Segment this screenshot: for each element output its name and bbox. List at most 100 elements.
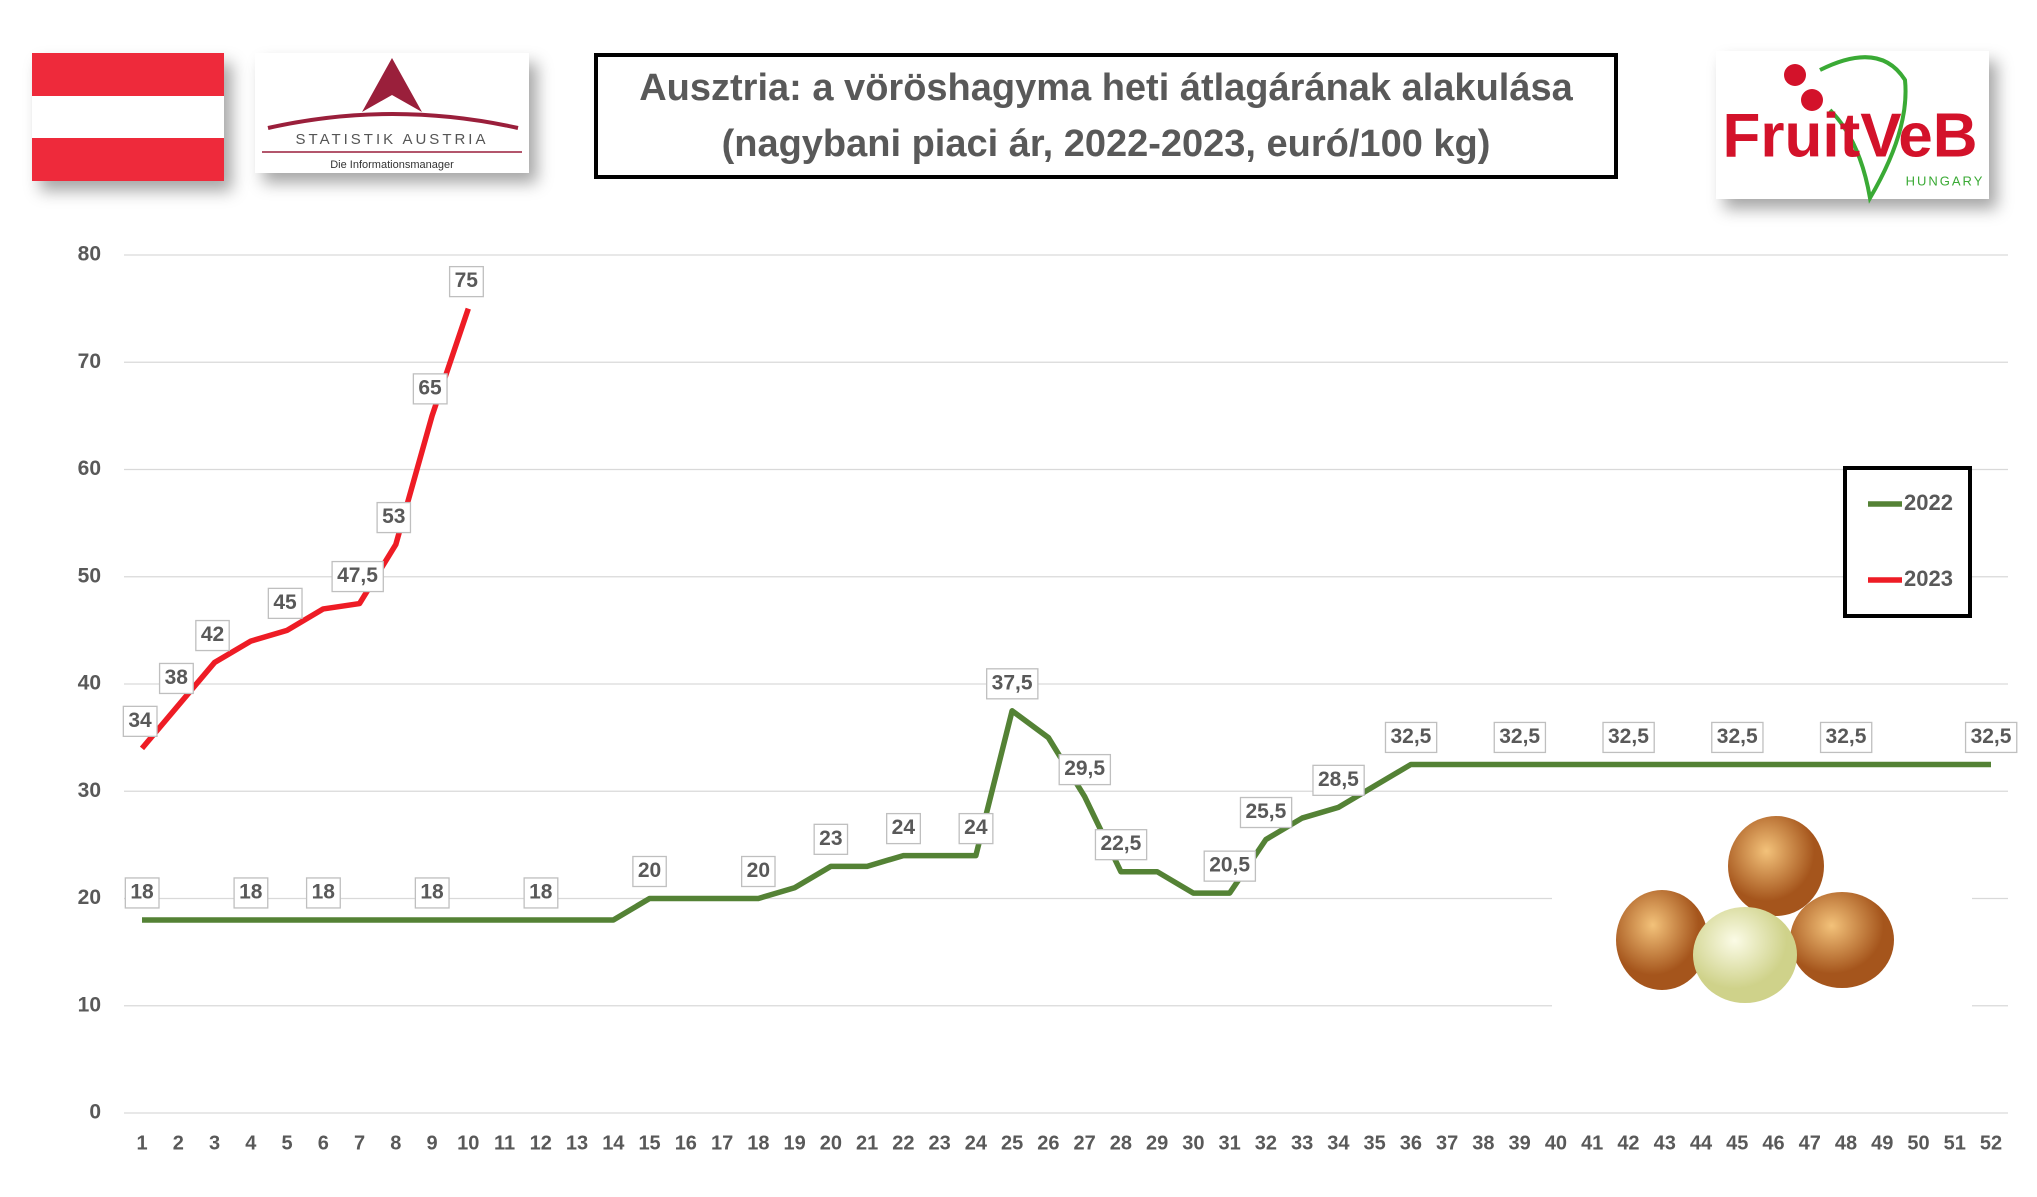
y-tick-label: 0 xyxy=(89,1101,101,1124)
x-tick-label: 18 xyxy=(747,1132,769,1154)
x-tick-label: 7 xyxy=(354,1132,365,1154)
data-label: 32,5 xyxy=(1384,721,1438,754)
label-box xyxy=(1493,721,1547,754)
data-label-text: 45 xyxy=(273,591,297,614)
logo-text: FruitVeB xyxy=(1723,101,1978,170)
legend-label: 2022 xyxy=(1904,490,1953,515)
x-tick-label: 50 xyxy=(1907,1132,1929,1154)
label-box xyxy=(1711,721,1764,754)
chart-subtitle: (nagybani piaci ár, 2022-2023, euró/100 … xyxy=(722,123,1491,165)
data-label: 24 xyxy=(958,812,994,845)
x-tick-label: 39 xyxy=(1509,1132,1531,1154)
data-label: 53 xyxy=(376,501,412,534)
x-tick-label: 8 xyxy=(390,1132,401,1154)
data-label-text: 25,5 xyxy=(1245,800,1286,823)
data-label-text: 20,5 xyxy=(1209,854,1250,877)
y-tick-label: 50 xyxy=(78,564,101,587)
x-tick-label: 24 xyxy=(965,1132,988,1154)
x-tick-label: 6 xyxy=(318,1132,329,1154)
data-label: 18 xyxy=(305,877,341,909)
label-box xyxy=(448,265,484,298)
label-box xyxy=(1058,753,1112,786)
label-box xyxy=(1203,850,1257,882)
label-box xyxy=(233,877,269,909)
label-box xyxy=(195,619,230,652)
logo-country: HUNGARY xyxy=(1906,173,1985,188)
label-box xyxy=(741,855,776,888)
x-tick-label: 27 xyxy=(1074,1132,1096,1154)
x-tick-label: 37 xyxy=(1436,1132,1458,1154)
x-tick-label: 13 xyxy=(566,1132,588,1154)
y-tick-label: 40 xyxy=(78,672,101,695)
label-box xyxy=(331,560,384,593)
data-label-text: 18 xyxy=(420,880,444,903)
x-tick-label: 29 xyxy=(1146,1132,1168,1154)
data-label: 75 xyxy=(448,265,484,298)
x-tick-label: 49 xyxy=(1871,1132,1893,1154)
x-tick-label: 22 xyxy=(892,1132,914,1154)
label-box xyxy=(376,501,412,534)
data-label: 20,5 xyxy=(1203,850,1257,882)
x-tick-label: 9 xyxy=(426,1132,437,1154)
x-tick-label: 15 xyxy=(638,1132,660,1154)
x-tick-label: 40 xyxy=(1545,1132,1567,1154)
label-box xyxy=(267,587,303,620)
data-label: 38 xyxy=(158,662,194,695)
data-label: 18 xyxy=(233,877,269,909)
data-label-text: 37,5 xyxy=(992,671,1033,694)
x-tick-label: 44 xyxy=(1690,1132,1713,1154)
label-box xyxy=(813,823,849,855)
data-label-text: 32,5 xyxy=(1826,725,1867,748)
data-label: 32,5 xyxy=(1493,721,1547,754)
data-label-text: 29,5 xyxy=(1064,757,1105,780)
data-label: 20 xyxy=(632,855,667,888)
x-tick-label: 28 xyxy=(1110,1132,1132,1154)
y-tick-label: 80 xyxy=(78,243,101,266)
y-tick-label: 20 xyxy=(78,886,101,909)
data-label: 29,5 xyxy=(1058,753,1112,786)
data-label-text: 38 xyxy=(165,666,189,689)
legend-box xyxy=(1843,466,1972,618)
x-tick-label: 17 xyxy=(711,1132,733,1154)
x-tick-label: 48 xyxy=(1835,1132,1857,1154)
x-tick-label: 4 xyxy=(245,1132,257,1154)
data-label: 32,5 xyxy=(1819,721,1873,754)
data-label-text: 47,5 xyxy=(337,564,378,587)
data-label-text: 42 xyxy=(201,623,224,646)
label-box xyxy=(1094,829,1148,861)
label-box xyxy=(958,812,994,845)
label-box xyxy=(1602,721,1655,754)
label-box xyxy=(1819,721,1873,754)
x-tick-label: 19 xyxy=(783,1132,805,1154)
legend: 2022 2023 xyxy=(1843,466,1972,618)
x-tick-label: 32 xyxy=(1255,1132,1277,1154)
label-box xyxy=(523,877,559,909)
x-tick-label: 35 xyxy=(1364,1132,1386,1154)
label-box xyxy=(632,855,667,888)
label-box xyxy=(158,662,194,695)
data-label-text: 24 xyxy=(892,816,916,839)
data-label: 18 xyxy=(414,877,450,909)
x-tick-label: 30 xyxy=(1182,1132,1204,1154)
data-label-text: 53 xyxy=(382,505,405,528)
data-label-text: 34 xyxy=(128,709,152,732)
data-label: 32,5 xyxy=(1964,721,2018,754)
data-label-text: 18 xyxy=(239,880,263,903)
label-box xyxy=(1384,721,1438,754)
x-tick-label: 52 xyxy=(1980,1132,2002,1154)
x-tick-label: 34 xyxy=(1327,1132,1350,1154)
data-label: 25,5 xyxy=(1239,796,1293,829)
x-tick-label: 41 xyxy=(1581,1132,1603,1154)
data-label: 32,5 xyxy=(1711,721,1764,754)
label-box xyxy=(414,877,450,909)
data-label-text: 18 xyxy=(130,880,154,903)
data-label: 65 xyxy=(412,373,448,405)
label-box xyxy=(412,373,448,405)
legend-label: 2023 xyxy=(1904,566,1953,591)
x-tick-label: 5 xyxy=(281,1132,292,1154)
x-tick-label: 47 xyxy=(1799,1132,1821,1154)
data-label-text: 65 xyxy=(418,376,442,399)
y-tick-label: 10 xyxy=(78,993,101,1016)
x-tick-label: 10 xyxy=(457,1132,479,1154)
